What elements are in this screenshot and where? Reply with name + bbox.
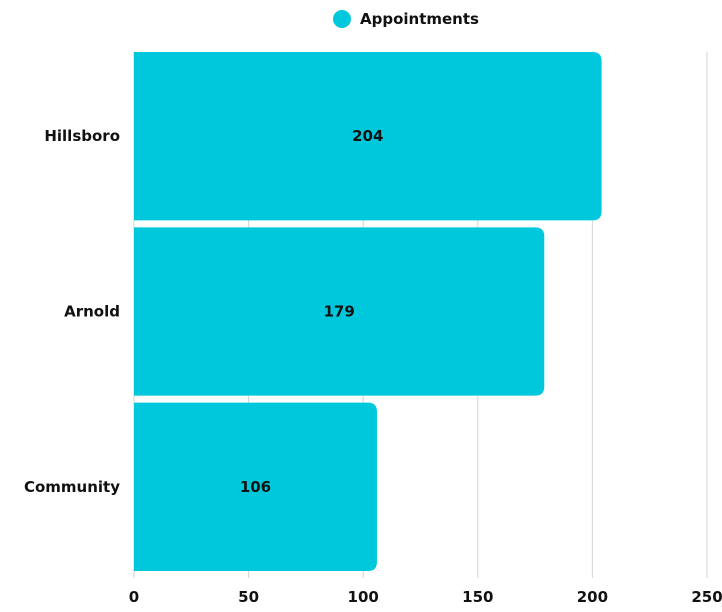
- value-labels: 204 179 106: [240, 127, 384, 496]
- value-label-community: 106: [240, 478, 271, 496]
- legend-label-appointments: Appointments: [360, 10, 479, 28]
- x-tick-label-0: 0: [129, 588, 139, 606]
- category-label-arnold: Arnold: [64, 303, 120, 321]
- legend: Appointments: [333, 10, 479, 28]
- category-label-hillsboro: Hillsboro: [44, 127, 120, 145]
- category-label-community: Community: [24, 478, 120, 496]
- category-labels: Hillsboro Arnold Community: [24, 127, 120, 496]
- bar-community: [134, 402, 377, 571]
- bar-arnold: [134, 227, 545, 396]
- x-tick-label-250: 250: [691, 588, 722, 606]
- x-axis-ticks: 0 50 100 150 200 250: [129, 588, 722, 606]
- bars: [134, 52, 602, 571]
- x-tick-label-100: 100: [348, 588, 379, 606]
- bar-hillsboro: [134, 52, 602, 221]
- x-tick-label-150: 150: [462, 588, 493, 606]
- legend-swatch-appointments: [333, 10, 351, 28]
- value-label-arnold: 179: [323, 303, 354, 321]
- x-tick-label-200: 200: [577, 588, 608, 606]
- x-tick-label-50: 50: [238, 588, 259, 606]
- value-label-hillsboro: 204: [352, 127, 383, 145]
